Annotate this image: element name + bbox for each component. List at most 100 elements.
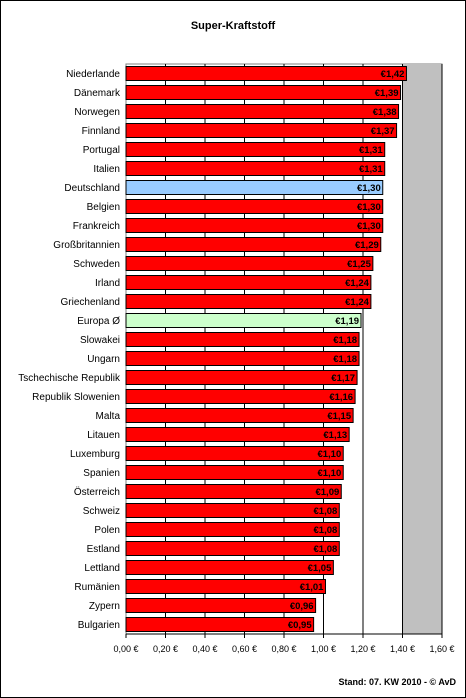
data-label: €1,24 [345, 297, 369, 308]
category-label: Lettland [84, 563, 120, 574]
category-label: Bulgarien [78, 620, 120, 631]
bar [125, 313, 362, 328]
data-label: €1,15 [327, 411, 351, 422]
category-label: Rumänien [74, 582, 120, 593]
data-label: €1,13 [323, 430, 347, 441]
category-label: Großbritannien [53, 240, 120, 251]
bar [125, 389, 356, 404]
x-tick-label: 0,80 € [271, 644, 296, 654]
data-label: €1,37 [371, 126, 395, 137]
category-label: Litauen [87, 430, 120, 441]
bar [125, 275, 372, 290]
data-label: €1,25 [347, 259, 371, 270]
bar [125, 503, 340, 518]
bar [125, 85, 402, 100]
category-label: Norwegen [74, 107, 120, 118]
category-label: Italien [93, 164, 120, 175]
bar [125, 123, 398, 138]
data-label: €1,30 [357, 183, 381, 194]
bar [125, 237, 382, 252]
data-label: €1,09 [315, 487, 339, 498]
x-tick-label: 0,40 € [192, 644, 217, 654]
bar [125, 218, 384, 233]
x-tick-label: 0,60 € [232, 644, 257, 654]
data-label: €1,08 [314, 544, 338, 555]
x-tick-label: 1,60 € [429, 644, 454, 654]
category-label: Niederlande [66, 69, 120, 80]
category-label: Luxemburg [70, 449, 120, 460]
category-label: Frankreich [73, 221, 120, 232]
bar [125, 598, 317, 613]
data-label: €1,29 [355, 240, 379, 251]
bar [125, 104, 400, 119]
category-label: Finnland [82, 126, 120, 137]
category-label: Polen [94, 525, 120, 536]
category-label: Slowakei [80, 335, 120, 346]
bar [125, 446, 344, 461]
data-label: €1,16 [329, 392, 353, 403]
category-label: Ungarn [87, 354, 120, 365]
category-label: Spanien [83, 468, 120, 479]
x-tick-label: 1,40 € [390, 644, 415, 654]
category-label: Estland [87, 544, 120, 555]
category-label: Irland [95, 278, 120, 289]
category-label: Schweiz [83, 506, 120, 517]
category-label: Malta [96, 411, 121, 422]
data-label: €0,95 [288, 620, 312, 631]
category-label: Griechenland [61, 297, 120, 308]
bar [125, 370, 358, 385]
bar [125, 522, 340, 537]
data-label: €1,10 [317, 468, 341, 479]
data-label: €1,39 [375, 88, 399, 99]
x-tick-label: 1,00 € [311, 644, 336, 654]
shaded-region [402, 64, 442, 634]
x-tick-label: 1,20 € [350, 644, 375, 654]
bar [125, 180, 384, 195]
bar [125, 256, 374, 271]
data-label: €1,08 [314, 525, 338, 536]
data-label: €1,05 [308, 563, 332, 574]
data-label: €1,30 [357, 202, 381, 213]
data-label: €1,18 [333, 354, 357, 365]
category-label: Republik Slowenien [32, 392, 120, 403]
source-footer: Stand: 07. KW 2010 - © AvD [338, 677, 457, 687]
data-label: €1,08 [314, 506, 338, 517]
bar [125, 427, 350, 442]
data-label: €1,31 [359, 145, 383, 156]
category-label: Portugal [83, 145, 120, 156]
category-label: Tschechische Republik [18, 373, 121, 384]
bar [125, 332, 360, 347]
chart-title: Super-Kraftstoff [190, 20, 276, 32]
bar [125, 465, 344, 480]
bar [125, 408, 354, 423]
data-label: €1,19 [335, 316, 359, 327]
category-label: Deutschland [64, 183, 120, 194]
bar [125, 161, 386, 176]
category-label: Belgien [87, 202, 120, 213]
bars: €1,42 €1,39 €1,38 €1,37 €1,31 €1,31 €1,30 €1,30… [125, 66, 407, 632]
x-axis-ticks: 0,00 € 0,20 € 0,40 € 0,60 € 0,80 € 1,00 € 1,20… [113, 633, 455, 654]
data-label: €1,38 [373, 107, 397, 118]
data-label: €1,31 [359, 164, 383, 175]
category-label: Zypern [89, 601, 120, 612]
category-label: Schweden [73, 259, 120, 270]
category-label: Europa Ø [77, 316, 120, 327]
data-label: €1,30 [357, 221, 381, 232]
data-label: €1,17 [331, 373, 355, 384]
category-label: Österreich [74, 486, 120, 498]
bar [125, 294, 372, 309]
x-tick-label: 0,00 € [113, 644, 138, 654]
bar [125, 484, 342, 499]
data-label: €1,42 [381, 69, 405, 80]
data-label: €1,18 [333, 335, 357, 346]
bar [125, 579, 326, 594]
bar [125, 541, 340, 556]
grid-lines [165, 64, 443, 634]
bar [125, 351, 360, 366]
data-label: €0,96 [290, 601, 314, 612]
category-labels: Niederlande Dänemark Norwegen Finnland Portu… [18, 69, 121, 631]
data-label: €1,24 [345, 278, 369, 289]
category-label: Dänemark [74, 88, 121, 99]
bar [125, 66, 407, 81]
